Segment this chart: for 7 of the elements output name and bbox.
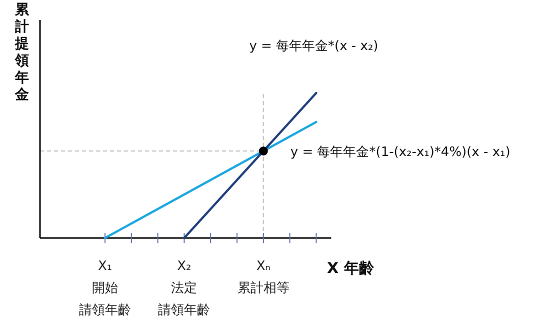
x-axis-title: X 年齡 xyxy=(327,259,375,277)
x-tick-label: X₂ 法定請領年齡 xyxy=(158,259,210,318)
y-axis-title: 累計提領年金 xyxy=(14,2,30,103)
annotation: y = 每年年金*(x - x₂) xyxy=(249,39,378,54)
x-tick-label: Xₙ 累計相等 xyxy=(237,259,290,296)
annotation: y = 每年年金*(1-(x₂-x₁)*4%)(x - x₁) xyxy=(290,145,510,160)
x-tick-label: X₁ 開始請領年齡 xyxy=(79,259,131,318)
